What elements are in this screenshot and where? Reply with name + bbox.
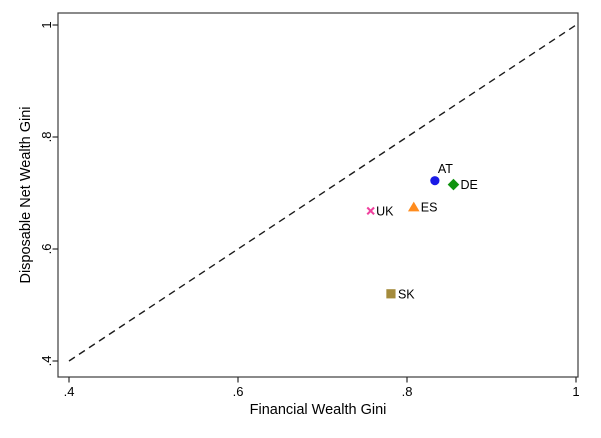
x-axis-title: Financial Wealth Gini — [250, 402, 387, 418]
diamond-marker — [447, 178, 460, 191]
y-axis-ticks: .4 .6 .8 1 — [39, 21, 58, 366]
x-tick-label: .6 — [233, 384, 244, 399]
data-point-ES: ES — [407, 201, 438, 215]
circle-marker — [430, 176, 440, 186]
y-tick-label: .6 — [39, 244, 54, 255]
square-marker — [386, 289, 396, 299]
data-points: AT DE ES UK SK — [366, 162, 478, 301]
x-tick-label: 1 — [572, 384, 579, 399]
diagonal-line-45deg — [68, 24, 577, 362]
point-label-AT: AT — [438, 162, 453, 176]
diagonal-reference-line — [68, 24, 577, 362]
triangle-marker — [407, 201, 420, 212]
plot-area-border — [57, 12, 579, 378]
x-marker — [366, 206, 375, 216]
data-point-SK: SK — [386, 287, 415, 301]
point-label-UK: UK — [376, 204, 394, 218]
point-label-SK: SK — [398, 287, 415, 301]
y-tick-label: 1 — [39, 21, 54, 28]
point-label-ES: ES — [421, 201, 438, 215]
x-tick-label: .4 — [64, 384, 75, 399]
data-point-UK: UK — [366, 204, 394, 218]
data-point-AT: AT — [430, 162, 453, 186]
point-label-DE: DE — [460, 178, 477, 192]
y-tick-label: .8 — [39, 132, 54, 143]
y-axis-title: Disposable Net Wealth Gini — [18, 106, 34, 283]
x-tick-label: .8 — [402, 384, 413, 399]
data-point-DE: DE — [447, 178, 478, 192]
x-axis-ticks: .4 .6 .8 1 — [64, 377, 580, 399]
y-tick-label: .4 — [39, 356, 54, 367]
